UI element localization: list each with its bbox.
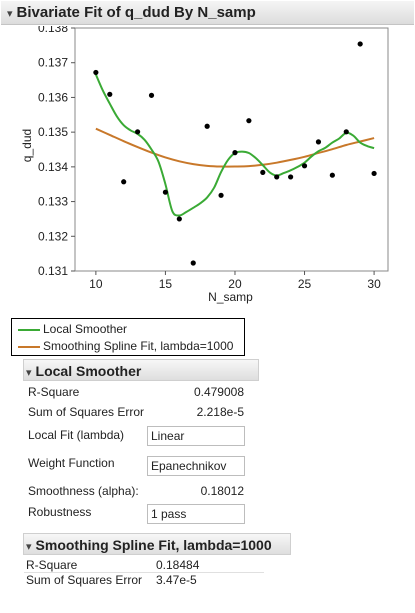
y-tick-label: 0.137 — [38, 56, 68, 70]
data-point — [190, 260, 196, 266]
ss-r-square-label: R-Square — [26, 558, 78, 572]
smoothing-spline-header[interactable]: ▾ Smoothing Spline Fit, lambda=1000 — [23, 533, 291, 555]
ls-r-square-label: R-Square — [28, 385, 80, 399]
ss-r-square-value: 0.18484 — [156, 558, 200, 572]
data-point — [315, 139, 322, 145]
bivariate-fit-chart: 0.131 0.132 0.133 0.134 0.135 0.136 0.137 0.138… — [20, 26, 389, 304]
x-tick-label: 30 — [367, 277, 381, 291]
data-point — [107, 91, 113, 97]
row-divider — [24, 572, 264, 573]
legend-label: Local Smoother — [43, 322, 128, 336]
y-tick-label: 0.133 — [38, 195, 68, 209]
data-point — [274, 174, 280, 180]
ls-local-fit-label: Local Fit (lambda) — [28, 428, 125, 442]
disclosure-triangle-icon[interactable]: ▾ — [26, 367, 32, 379]
y-tick-label: 0.134 — [38, 160, 68, 174]
ls-sse-value: 2.218e-5 — [196, 405, 244, 419]
x-tick-label: 25 — [298, 277, 312, 291]
data-point — [121, 179, 127, 185]
data-point — [329, 172, 335, 178]
local-smoother-line — [94, 74, 375, 217]
data-point — [204, 123, 210, 129]
smoothing-spline-title: Smoothing Spline Fit, lambda=1000 — [35, 537, 272, 553]
x-tick-label: 10 — [89, 277, 103, 291]
plot-frame — [74, 27, 389, 272]
chart-axes: 0.131 0.132 0.133 0.134 0.135 0.136 0.137 0.138… — [20, 26, 389, 304]
ls-local-fit-field[interactable]: Linear — [147, 426, 245, 446]
data-point — [148, 92, 155, 98]
ss-sse-value: 3.47e-5 — [156, 573, 197, 587]
y-tick-label: 0.131 — [38, 264, 68, 278]
legend-item-local-smoother[interactable]: Local Smoother — [18, 321, 127, 337]
report-title: Bivariate Fit of q_dud By N_samp — [16, 4, 256, 21]
local-smoother-title: Local Smoother — [35, 363, 142, 379]
data-point — [357, 41, 363, 47]
x-axis-title: N_samp — [208, 290, 253, 304]
y-tick-label: 0.138 — [38, 26, 68, 35]
legend-item-smoothing-spline[interactable]: Smoothing Spline Fit, lambda=1000 — [18, 338, 233, 354]
data-point — [218, 192, 224, 198]
y-axis-title: q_dud — [20, 129, 34, 162]
data-point — [260, 169, 266, 176]
data-point — [176, 216, 182, 222]
chart-legend: Local Smoother Smoothing Spline Fit, lam… — [11, 318, 245, 356]
x-tick-label: 15 — [159, 277, 173, 291]
data-point — [301, 163, 308, 169]
ls-sse-label: Sum of Squares Error — [28, 405, 145, 419]
data-point — [246, 118, 252, 124]
ls-weight-label: Weight Function — [28, 456, 115, 470]
ls-smoothness-label: Smoothness (alpha): — [28, 484, 139, 498]
data-point — [288, 174, 294, 180]
chart-points — [93, 41, 377, 266]
data-point — [135, 129, 141, 135]
y-tick-label: 0.135 — [38, 125, 68, 139]
data-point — [93, 69, 99, 76]
legend-label: Smoothing Spline Fit, lambda=1000 — [43, 339, 234, 353]
chart-curves — [94, 74, 375, 217]
data-point — [162, 189, 169, 195]
smoothing-spline-line — [95, 127, 375, 168]
x-tick-label: 20 — [228, 277, 242, 291]
y-tick-label: 0.132 — [38, 229, 68, 243]
ls-weight-field[interactable]: Epanechnikov — [147, 456, 245, 476]
report-title-bar[interactable]: ▾ Bivariate Fit of q_dud By N_samp — [1, 1, 414, 25]
disclosure-triangle-icon[interactable]: ▾ — [7, 8, 13, 20]
y-tick-label: 0.136 — [38, 90, 68, 104]
data-point — [371, 170, 377, 177]
ss-sse-label: Sum of Squares Error — [26, 573, 143, 587]
data-point — [343, 129, 349, 135]
legend-swatch-smoothing-spline — [18, 345, 40, 348]
local-smoother-header[interactable]: ▾ Local Smoother — [23, 359, 259, 381]
ls-r-square-value: 0.479008 — [193, 385, 244, 399]
ls-robustness-field[interactable]: 1 pass — [147, 504, 245, 524]
disclosure-triangle-icon[interactable]: ▾ — [26, 541, 32, 553]
ls-smoothness-value: 0.18012 — [200, 484, 244, 498]
legend-swatch-local-smoother — [18, 328, 40, 331]
data-point — [232, 150, 238, 156]
ls-robustness-label: Robustness — [28, 505, 92, 519]
